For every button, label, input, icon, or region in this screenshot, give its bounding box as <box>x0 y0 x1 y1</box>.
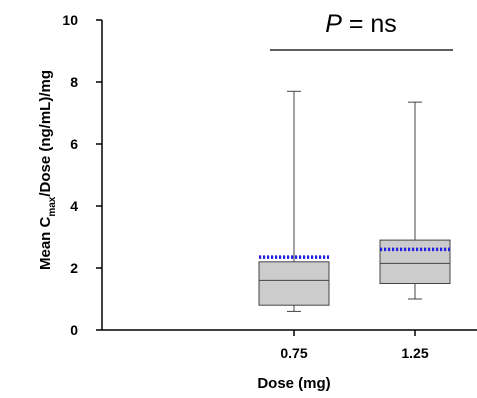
iqr-box <box>379 239 451 285</box>
x-axis-ticks: 0.75 1.25 <box>280 330 429 361</box>
y-tick-label: 0 <box>70 322 78 338</box>
y-axis-title: Mean Cmax/Dose (ng/mL)/mg <box>37 70 58 270</box>
y-axis-title-subscript: max <box>47 196 58 216</box>
y-axis-title-rest: /Dose (ng/mL)/mg <box>37 70 54 197</box>
p-letter: P <box>325 10 342 38</box>
boxes <box>258 90 451 312</box>
box-1.25 <box>379 101 451 300</box>
y-axis-ticks: 0 2 4 6 8 10 <box>62 12 102 338</box>
y-axis-title-main: Mean C <box>37 217 54 271</box>
x-tick-label: 1.25 <box>401 345 428 361</box>
x-tick-label: 0.75 <box>280 345 307 361</box>
y-tick-label: 4 <box>70 198 78 214</box>
p-value-label: P = ns <box>325 10 397 38</box>
iqr-box <box>258 261 330 306</box>
significance-annotation: P = ns <box>270 10 453 51</box>
box-0.75 <box>258 90 330 312</box>
y-tick-label: 2 <box>70 260 78 276</box>
x-axis-title: Dose (mg) <box>257 375 330 392</box>
p-value-rest: = ns <box>342 10 397 38</box>
y-tick-label: 8 <box>70 74 78 90</box>
y-tick-label: 6 <box>70 136 78 152</box>
y-tick-label: 10 <box>62 12 78 28</box>
